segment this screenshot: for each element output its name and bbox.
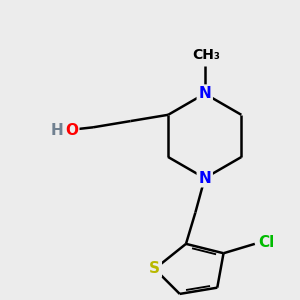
Text: Cl: Cl xyxy=(258,235,274,250)
Text: N: N xyxy=(198,86,211,101)
Text: H: H xyxy=(51,123,63,138)
Text: N: N xyxy=(198,171,211,186)
Text: O: O xyxy=(65,123,78,138)
Text: S: S xyxy=(149,261,160,276)
Text: CH₃: CH₃ xyxy=(192,48,220,62)
